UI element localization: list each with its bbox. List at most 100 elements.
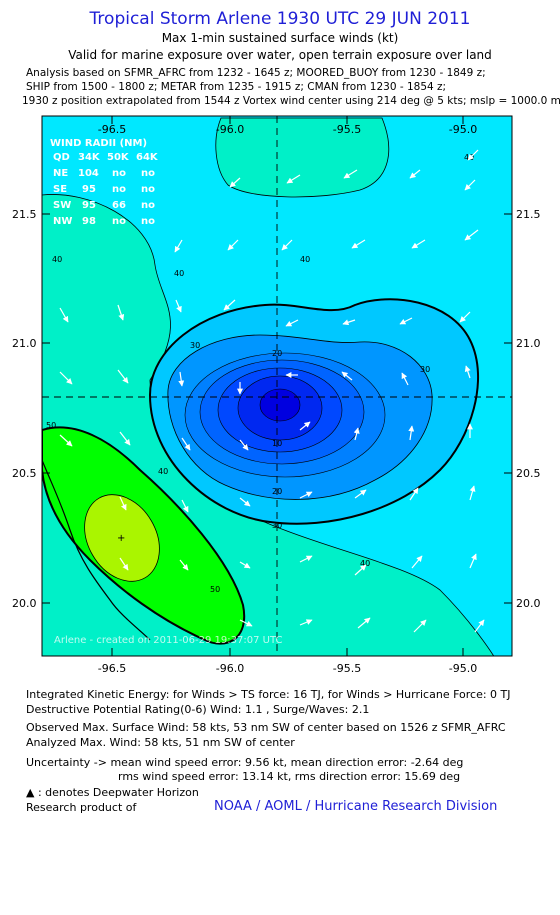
wind-vector: [117, 369, 129, 384]
contour-label: 40: [52, 255, 62, 264]
lat-tick-label: 20.5: [12, 467, 37, 480]
lat-tick-label: 21.5: [12, 208, 37, 221]
wind-vector: [119, 431, 131, 446]
map-subtitle: Max 1-min sustained surface winds (kt): [161, 31, 399, 45]
lat-tick-label: 21.0: [516, 337, 541, 350]
wind-vector: [286, 174, 301, 184]
wind-vector: [459, 311, 471, 323]
max-wind-marker: +: [117, 533, 125, 544]
wind-vector: [469, 485, 476, 501]
wind-vector: [409, 487, 419, 501]
analysis-line-1: Analysis based on SFMR_AFRC from 1232 - …: [26, 67, 486, 79]
wind-radii-table: WIND RADII (NM) QD 34K 50K 64K NE 104 no…: [50, 138, 159, 227]
radii-quadrant: SE: [53, 184, 67, 195]
wind-vector: [285, 319, 299, 327]
radii-value: 104: [78, 168, 99, 179]
lon-tick-label: -95.5: [333, 123, 361, 136]
radii-header: 64K: [136, 152, 159, 163]
radii-value: no: [112, 216, 126, 227]
wind-vector: [174, 239, 183, 253]
wind-vector: [181, 437, 191, 451]
radii-value: no: [112, 184, 126, 195]
wind-vector: [408, 425, 415, 441]
wind-vector: [281, 239, 293, 251]
wind-vector: [409, 169, 421, 179]
wind-vector: [399, 317, 413, 325]
lat-tick-label: 20.0: [12, 597, 37, 610]
wind-vector: [175, 299, 182, 313]
lon-tick-label: -96.0: [216, 123, 244, 136]
wind-vector: [342, 319, 356, 326]
wind-vector: [59, 371, 73, 385]
contour-label: 40: [158, 467, 168, 476]
wind-vector: [179, 559, 189, 571]
wind-vector: [59, 307, 69, 323]
tick-marks: [42, 116, 512, 656]
analyzed-max-wind: Analyzed Max. Wind: 58 kts, 51 nm SW of …: [26, 736, 295, 749]
credit-link[interactable]: NOAA / AOML / Hurricane Research Divisio…: [214, 799, 498, 814]
legend-note: ▲ : denotes Deepwater Horizon: [26, 786, 199, 799]
wind-vector: [299, 421, 311, 431]
validity-note: Valid for marine exposure over water, op…: [68, 48, 492, 62]
radii-quadrant: NW: [53, 216, 72, 227]
wind-vector: [117, 304, 125, 321]
contour-label: 30: [420, 365, 430, 374]
lon-tick-label: -95.0: [449, 123, 477, 136]
radii-header: 50K: [107, 152, 130, 163]
analysis-line-3: 1930 z position extrapolated from 1544 z…: [22, 95, 560, 107]
wind-vector: [299, 619, 313, 626]
wind-vector: [341, 371, 353, 381]
radii-value: no: [141, 200, 155, 211]
radii-value: no: [141, 184, 155, 195]
lat-tick-label: 21.0: [12, 337, 37, 350]
contour-label: 40: [174, 269, 184, 278]
radii-value: 98: [82, 216, 96, 227]
storm-core: [259, 388, 301, 422]
wind-vector: [351, 239, 366, 249]
radii-quadrant: SW: [53, 200, 71, 211]
uncertainty-line-2: rms wind speed error: 13.14 kt, rms dire…: [118, 770, 461, 783]
map-title: Tropical Storm Arlene 1930 UTC 29 JUN 20…: [89, 9, 471, 29]
wind-vector: [223, 299, 236, 311]
wind-vector: [239, 619, 253, 627]
observed-max-wind: Observed Max. Surface Wind: 58 kts, 53 n…: [26, 721, 506, 734]
contour-label: 40: [360, 559, 370, 568]
legend-text: : denotes Deepwater Horizon: [37, 786, 199, 799]
wind-vector: [59, 434, 73, 447]
radii-value: 95: [82, 200, 96, 211]
plot-frame: [41, 115, 513, 657]
wind-vector: [469, 553, 477, 569]
wind-vector: [227, 239, 239, 251]
wind-vector: [464, 365, 471, 379]
wind-vectors: [59, 149, 485, 633]
wind-vector: [239, 561, 251, 569]
contour-label: 50: [210, 585, 220, 594]
destructive-potential: Destructive Potential Rating(0-6) Wind: …: [26, 703, 370, 716]
contour-label: 20: [272, 349, 282, 358]
wind-vector: [239, 439, 249, 451]
radii-value: no: [141, 216, 155, 227]
wind-vector: [401, 372, 409, 386]
radii-header: 34K: [78, 152, 101, 163]
deepwater-horizon-icon: ▲: [26, 786, 35, 799]
lat-tick-label: 21.5: [516, 208, 541, 221]
lat-tick-label: 20.5: [516, 467, 541, 480]
wind-vector: [467, 149, 479, 161]
wind-vector: [354, 489, 367, 499]
contour-label: 40: [300, 255, 310, 264]
lon-tick-label: -95.0: [449, 662, 477, 675]
wind-map: 40 40 40 30 20 10 20 30 40 30 50 50 40 4…: [12, 115, 541, 675]
wind-vector: [411, 555, 423, 569]
lon-tick-label: -96.5: [98, 123, 126, 136]
lon-tick-label: -95.5: [333, 662, 361, 675]
watermark: Arlene - created on 2011-06-29 19:37:07 …: [54, 635, 282, 646]
wind-vector: [411, 239, 426, 249]
ike-summary: Integrated Kinetic Energy: for Winds > T…: [26, 688, 511, 701]
uncertainty-line-1: Uncertainty -> mean wind speed error: 9.…: [26, 756, 464, 769]
radii-header: QD: [53, 152, 70, 163]
lat-tick-label: 20.0: [516, 597, 541, 610]
wind-vector: [357, 617, 371, 629]
wind-vector: [119, 496, 127, 511]
coastline: [42, 459, 151, 641]
wind-vector: [229, 177, 241, 188]
